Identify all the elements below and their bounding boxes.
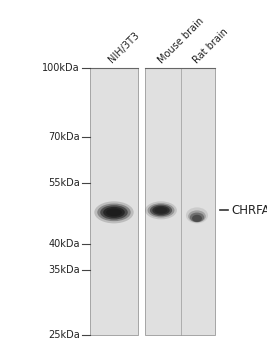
Text: 25kDa: 25kDa — [48, 330, 80, 340]
Ellipse shape — [188, 210, 206, 222]
Bar — [145, 68, 215, 335]
Ellipse shape — [97, 204, 131, 221]
Text: 70kDa: 70kDa — [48, 132, 80, 142]
Ellipse shape — [190, 212, 204, 222]
Text: 35kDa: 35kDa — [48, 265, 80, 275]
Text: 55kDa: 55kDa — [48, 178, 80, 188]
Ellipse shape — [94, 201, 134, 223]
Bar — [90, 68, 138, 335]
Ellipse shape — [150, 204, 172, 216]
Text: CHRFAM7A: CHRFAM7A — [231, 204, 267, 217]
Ellipse shape — [103, 207, 125, 218]
Ellipse shape — [145, 201, 177, 219]
Ellipse shape — [106, 209, 122, 216]
Text: Rat brain: Rat brain — [191, 26, 230, 65]
Text: 100kDa: 100kDa — [42, 63, 80, 73]
Ellipse shape — [100, 205, 128, 219]
Ellipse shape — [148, 203, 174, 218]
Ellipse shape — [155, 207, 167, 214]
Text: NIH/3T3: NIH/3T3 — [107, 30, 142, 65]
Ellipse shape — [186, 207, 208, 223]
Ellipse shape — [152, 206, 170, 215]
Text: 40kDa: 40kDa — [49, 239, 80, 250]
Text: Mouse brain: Mouse brain — [156, 15, 206, 65]
Ellipse shape — [192, 215, 202, 222]
